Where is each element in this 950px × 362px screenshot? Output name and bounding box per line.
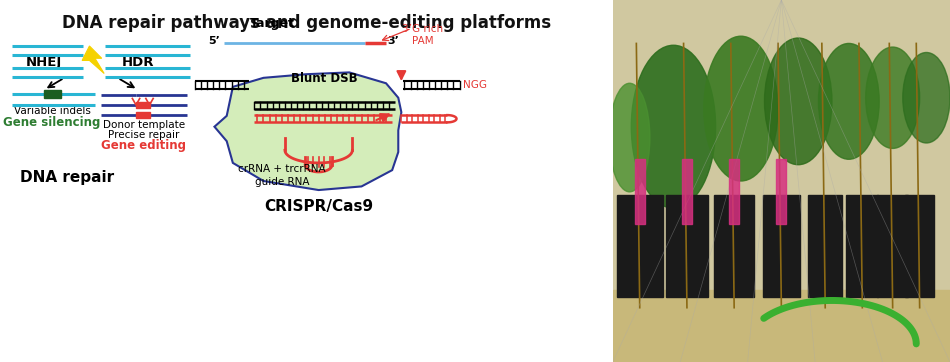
Text: DNA repair pathways and genome-editing platforms: DNA repair pathways and genome-editing p…	[62, 14, 551, 32]
Bar	[666, 195, 709, 297]
Bar	[846, 195, 879, 297]
Bar	[617, 195, 662, 297]
Ellipse shape	[609, 83, 650, 192]
Bar	[776, 159, 787, 224]
Bar	[613, 0, 950, 101]
Text: NHEJ: NHEJ	[26, 56, 63, 69]
Text: HDR: HDR	[122, 56, 154, 69]
Bar	[44, 90, 61, 98]
Text: NGG: NGG	[463, 80, 486, 90]
Text: crRNA + trcrRNA
guide RNA: crRNA + trcrRNA guide RNA	[238, 164, 326, 187]
Text: Gene silencing: Gene silencing	[4, 116, 101, 129]
Ellipse shape	[902, 52, 950, 143]
Bar	[808, 195, 843, 297]
Bar	[635, 159, 645, 224]
Ellipse shape	[819, 43, 879, 159]
Text: CRISPR/Cas9: CRISPR/Cas9	[264, 199, 373, 214]
Text: Target: Target	[250, 17, 295, 30]
Text: Blunt DSB: Blunt DSB	[292, 72, 358, 85]
Ellipse shape	[865, 47, 920, 148]
Ellipse shape	[704, 36, 778, 181]
Text: Precise repair: Precise repair	[108, 130, 180, 140]
Bar	[729, 159, 739, 224]
Text: DNA repair: DNA repair	[20, 170, 114, 185]
Polygon shape	[82, 46, 104, 73]
Ellipse shape	[765, 38, 832, 165]
Text: Variable indels: Variable indels	[13, 106, 90, 117]
Text: Gene editing: Gene editing	[102, 139, 186, 152]
Bar	[878, 195, 908, 297]
Bar	[136, 102, 149, 108]
Polygon shape	[215, 72, 401, 190]
Text: 3’G rich
PAM: 3’G rich PAM	[402, 24, 444, 46]
Bar	[714, 195, 754, 297]
Text: 5’: 5’	[209, 35, 220, 46]
Bar	[905, 195, 934, 297]
Text: 3’: 3’	[388, 35, 399, 46]
Bar	[613, 290, 950, 362]
Bar	[682, 159, 692, 224]
Ellipse shape	[632, 45, 715, 208]
Text: Donor template: Donor template	[103, 120, 185, 130]
Bar	[136, 112, 149, 118]
Bar	[763, 195, 800, 297]
